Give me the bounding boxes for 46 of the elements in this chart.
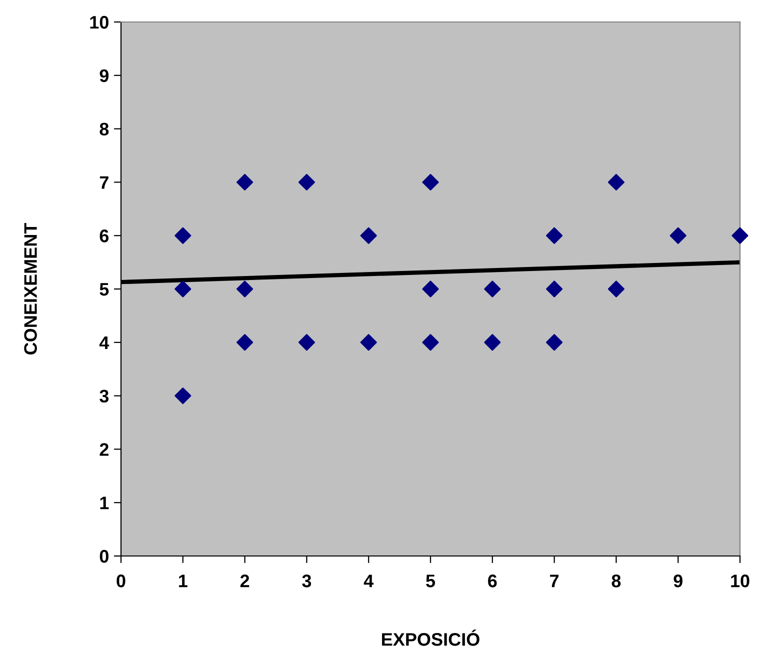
y-tick-label: 6 <box>100 230 109 242</box>
point <box>732 227 748 244</box>
point <box>484 280 501 298</box>
y-tick-label: 7 <box>100 176 108 189</box>
x-tick-label: 0 <box>116 574 126 588</box>
y-tick-label: 8 <box>100 122 109 136</box>
x-tick-label: 1 <box>179 574 188 588</box>
point <box>608 174 624 190</box>
point <box>608 280 624 298</box>
point <box>484 334 501 351</box>
x-tick-label: 9 <box>674 574 682 588</box>
y-tick-label: 5 <box>100 283 109 296</box>
point <box>422 334 439 351</box>
point <box>422 174 439 190</box>
point <box>174 227 192 244</box>
x-tick-label: 2 <box>240 574 250 588</box>
x-tick-label: 7 <box>550 574 559 588</box>
point <box>360 334 377 351</box>
y-axis-title: CONEIXEMENT <box>24 222 37 354</box>
x-tick-label: 5 <box>426 574 436 588</box>
point <box>236 174 254 190</box>
point <box>174 388 192 404</box>
point <box>546 334 563 351</box>
point <box>174 280 192 298</box>
point <box>546 280 563 298</box>
y-tick-label: 1 <box>100 496 109 510</box>
y-tick-label: 9 <box>100 69 109 82</box>
x-axis-title: EXPOSICIÓ <box>382 630 480 646</box>
x-tick-label: 10 <box>731 574 750 588</box>
x-tick-label: 4 <box>364 574 374 588</box>
x-tick-label: 6 <box>488 574 497 588</box>
point <box>298 174 315 190</box>
point <box>298 334 315 351</box>
y-tick-label: 4 <box>99 336 110 349</box>
point <box>670 227 686 244</box>
point <box>546 227 563 244</box>
y-tick-label: 3 <box>100 390 109 403</box>
point <box>236 334 254 351</box>
y-tick-label: 10 <box>90 16 108 29</box>
x-tick-label: 3 <box>302 574 312 588</box>
y-tick-label: 0 <box>100 550 108 563</box>
x-tick-label: 8 <box>612 574 621 588</box>
point <box>236 280 254 298</box>
y-tick-label: 2 <box>100 443 108 456</box>
point <box>422 280 439 298</box>
point <box>360 227 377 244</box>
